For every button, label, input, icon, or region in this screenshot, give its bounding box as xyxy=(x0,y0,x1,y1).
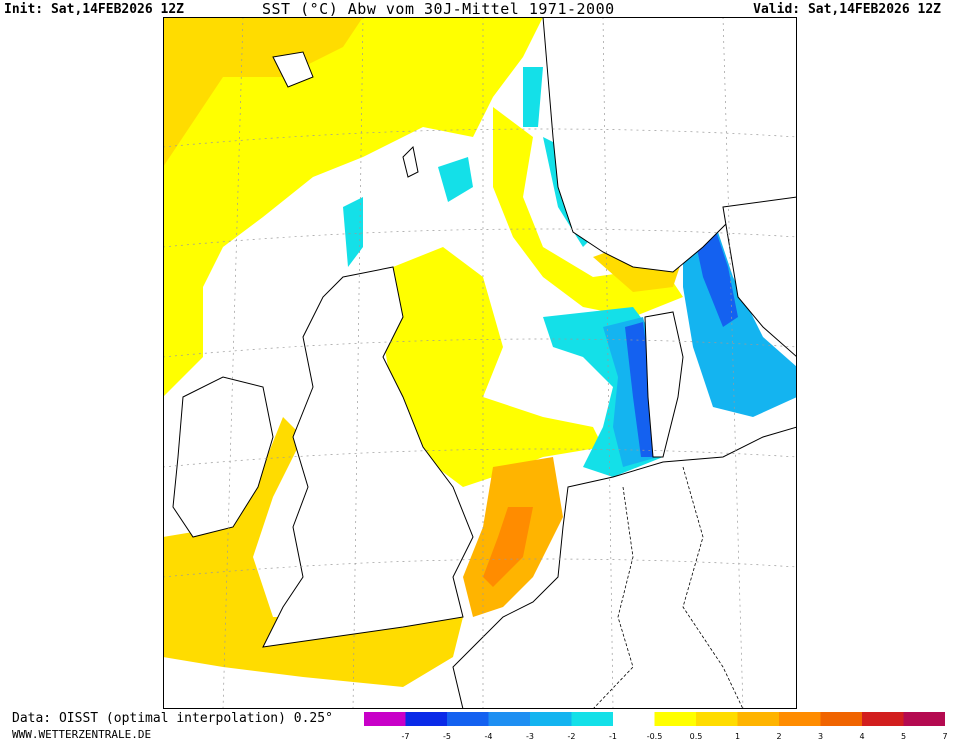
legend-swatch xyxy=(820,712,862,726)
color-legend: -7 -5 -4 -3 -2 -1 -0.5 0.5 1 2 3 4 5 7 xyxy=(364,712,948,741)
data-source: Data: OISST (optimal interpolation) 0.25… xyxy=(12,711,333,726)
shetland-island xyxy=(402,145,419,178)
legend-swatch xyxy=(530,712,572,726)
faroe-island xyxy=(272,51,314,88)
legend-tick-label: 4 xyxy=(859,732,864,741)
legend-tick-label: 7 xyxy=(942,732,947,741)
legend-tick-label: 2 xyxy=(776,732,781,741)
map-frame xyxy=(163,17,797,709)
legend-tick-label: 1 xyxy=(735,732,740,741)
ireland-land xyxy=(172,376,274,538)
anomaly-deep-orange-channel xyxy=(483,507,533,587)
legend-swatch xyxy=(737,712,779,726)
site-credit: WWW.WETTERZENTRALE.DE xyxy=(12,728,152,741)
map-title: SST (°C) Abw vom 30J-Mittel 1971-2000 xyxy=(262,0,615,18)
legend-swatch xyxy=(903,712,945,726)
britain-land xyxy=(262,266,474,648)
legend-swatch xyxy=(571,712,613,726)
legend-tick-label: -7 xyxy=(402,732,410,741)
anomaly-light-orange-atlantic xyxy=(163,17,363,167)
denmark-land xyxy=(644,311,684,458)
legend-swatch xyxy=(364,712,406,726)
legend-tick-label: -0.5 xyxy=(647,732,663,741)
continent-land xyxy=(452,426,797,709)
legend-swatch xyxy=(654,712,696,726)
legend-tick-label: 0.5 xyxy=(690,732,703,741)
anomaly-yellow-northsea xyxy=(493,107,683,317)
valid-time: Valid: Sat,14FEB2026 12Z xyxy=(753,2,941,17)
legend-tick-label: -5 xyxy=(443,732,451,741)
legend-tick-label: -4 xyxy=(485,732,493,741)
anomaly-cyan-patch-north xyxy=(343,157,473,267)
legend-swatch xyxy=(447,712,489,726)
sst-anomaly-map xyxy=(163,17,797,709)
legend-tick-label: 3 xyxy=(818,732,823,741)
country-borders xyxy=(592,466,744,709)
anomaly-yellow-atlantic xyxy=(163,17,543,397)
legend-swatch xyxy=(488,712,530,726)
lat-lon-grid xyxy=(163,17,797,709)
landmass-group xyxy=(172,17,797,709)
anomaly-yellow-central xyxy=(383,247,603,487)
legend-tick-label: -2 xyxy=(568,732,576,741)
legend-swatch xyxy=(613,712,655,726)
sweden-land xyxy=(722,196,797,358)
legend-tick-label: -1 xyxy=(609,732,617,741)
legend-swatch xyxy=(405,712,447,726)
legend-swatch xyxy=(696,712,738,726)
legend-swatch xyxy=(779,712,821,726)
legend-tick-label: 5 xyxy=(901,732,906,741)
legend-tick-label: -3 xyxy=(526,732,534,741)
legend-swatch xyxy=(862,712,904,726)
init-time: Init: Sat,14FEB2026 12Z xyxy=(4,2,185,17)
